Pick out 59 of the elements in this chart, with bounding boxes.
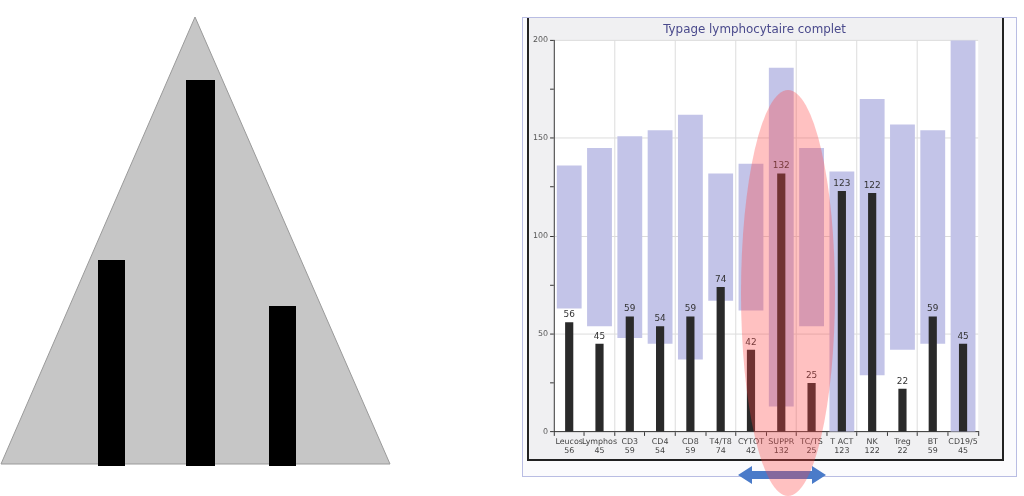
x-tick-label: SUPPR	[768, 436, 795, 446]
x-tick-label: T4/T8	[708, 436, 732, 446]
y-tick-label: 200	[532, 35, 549, 45]
data-label: 22	[897, 446, 908, 456]
text: 54	[654, 313, 666, 324]
data-label: 123	[834, 446, 850, 456]
x-tick-label: TC/TS	[799, 436, 823, 446]
data-label: 56	[564, 446, 575, 456]
bar	[738, 163, 764, 311]
data-label: 45	[594, 446, 605, 456]
data-label: 59	[624, 446, 635, 456]
bar	[587, 148, 612, 327]
text: 42	[745, 336, 757, 347]
data-label: 59	[927, 446, 938, 456]
text: 59	[927, 303, 939, 314]
text: 45	[957, 330, 969, 341]
text: 22	[896, 375, 909, 386]
text: 56	[563, 309, 575, 320]
bar	[677, 114, 703, 360]
text: 132	[772, 160, 790, 171]
data-label: 74	[715, 446, 726, 456]
x-tick-label: CD3	[621, 436, 639, 446]
data-label: 25	[806, 446, 817, 456]
x-tick-label: CD4	[651, 436, 669, 446]
y-tick-label: 50	[538, 329, 549, 339]
text: 123	[833, 177, 851, 188]
x-tick-label: Lymphos	[581, 436, 618, 446]
text: 74	[715, 273, 727, 284]
data-label: 54	[655, 446, 666, 456]
x-tick-label: BT	[927, 436, 939, 446]
bar	[556, 165, 582, 309]
bar	[708, 173, 734, 301]
text: 59	[684, 303, 697, 314]
text: 25	[805, 369, 818, 380]
x-tick-label: CD19/5	[948, 436, 978, 446]
text: 59	[624, 303, 636, 314]
x-tick-label: CYTOT	[737, 436, 765, 446]
x-tick-label: T ACT	[829, 436, 854, 446]
y-tick-label: 150	[532, 133, 549, 143]
data-label: 122	[864, 446, 880, 456]
data-label: 45	[958, 446, 969, 456]
text: 45	[593, 330, 606, 341]
bar	[647, 130, 673, 344]
chart-title: Typage lymphocytaire complet	[662, 22, 847, 37]
y-tick-label: 0	[543, 426, 549, 436]
bar	[617, 136, 643, 338]
x-tick-label: Treg	[893, 436, 911, 446]
data-label: 59	[685, 446, 696, 456]
data-label: 132	[773, 446, 789, 456]
y-tick-label: 100	[532, 231, 549, 241]
x-tick-label: NK	[866, 436, 879, 446]
bar	[950, 40, 976, 432]
data-label: 42	[745, 446, 757, 456]
bar	[920, 130, 946, 344]
bar	[890, 124, 915, 350]
bar	[799, 148, 824, 327]
x-tick-label: Leucos	[555, 436, 583, 446]
text: 122	[863, 179, 881, 190]
x-tick-label: CD8	[682, 436, 699, 446]
